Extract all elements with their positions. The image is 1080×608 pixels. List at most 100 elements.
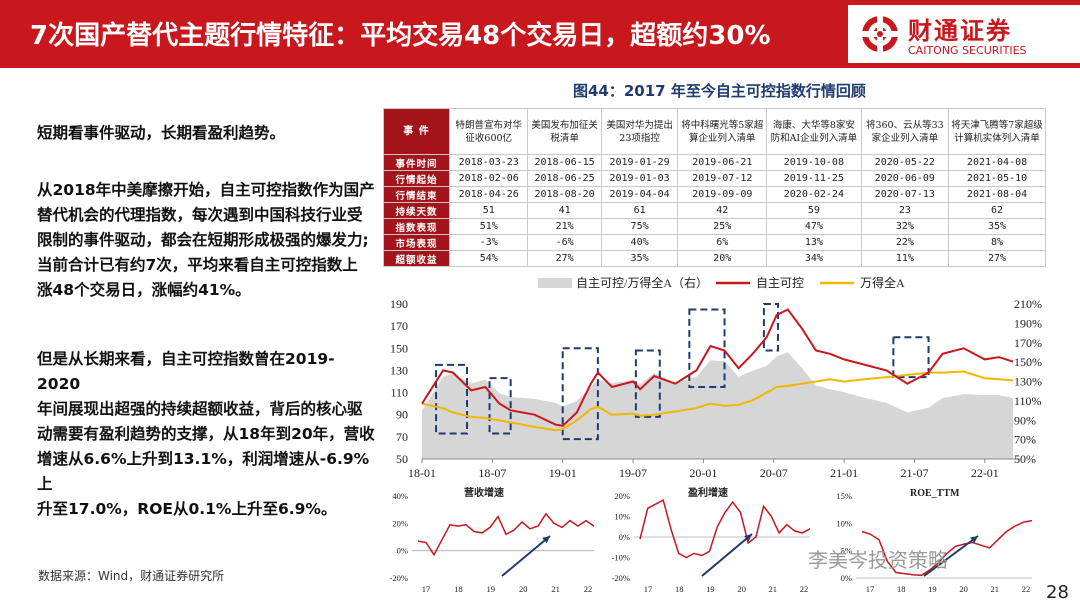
table-cell: 51 bbox=[448, 202, 529, 219]
table-cell: 13% bbox=[766, 234, 862, 251]
y-right-tick-label: 70% bbox=[1014, 433, 1036, 447]
x-tick-label: 21-01 bbox=[830, 466, 858, 480]
text-line: 升至17.0%，ROE从0.1%上升至6.9%。 bbox=[37, 500, 337, 518]
y-tick-label: 0% bbox=[841, 573, 852, 583]
x-tick-label: 22 bbox=[1022, 584, 1031, 594]
table-cell: 2019-01-29 bbox=[600, 154, 679, 171]
paragraph-events: 从2018年中美摩擦开始，自主可控指数作为国产 替代机会的代理指数，每次遇到中国… bbox=[37, 178, 377, 303]
y-left-tick-label: 70 bbox=[396, 430, 408, 444]
paragraph-summary: 短期看事件驱动，长期看盈利趋势。 bbox=[37, 121, 377, 146]
trend-arrowhead-icon bbox=[744, 534, 752, 542]
event-window-box bbox=[435, 363, 469, 435]
x-tick-label: 18 bbox=[454, 584, 463, 594]
y-tick-label: -20% bbox=[612, 573, 630, 583]
x-tick-label: 21 bbox=[769, 584, 778, 594]
figure-title: 图44：2017 年至今自主可控指数行情回顾 bbox=[573, 82, 866, 100]
table-cell: 21% bbox=[527, 218, 602, 235]
y-right-tick-label: 90% bbox=[1014, 413, 1036, 427]
table-cell: 61 bbox=[600, 202, 679, 219]
text-line: 从2018年中美摩擦开始，自主可控指数作为国产 bbox=[37, 181, 375, 199]
table-cell: -6% bbox=[527, 234, 602, 251]
event-window-box bbox=[892, 336, 930, 379]
x-tick-label: 19-07 bbox=[619, 466, 647, 480]
logo-text-en: CAITONG SECURITIES bbox=[908, 44, 1027, 57]
x-tick-label: 19 bbox=[487, 584, 496, 594]
table-row: 事 件 特朗普宣布对华征收600亿 美国发布加征关税清单 美国对华为提出23项指… bbox=[383, 108, 1046, 155]
table-cell: 特朗普宣布对华征收600亿 bbox=[448, 108, 529, 155]
x-tick-label: 20 bbox=[737, 584, 746, 594]
table-cell: 2019-01-03 bbox=[600, 170, 679, 187]
mini-chart-title: 盈利增速 bbox=[687, 486, 728, 499]
table-cell: 47% bbox=[766, 218, 862, 235]
company-logo: 财通证券 CAITONG SECURITIES bbox=[848, 5, 1080, 63]
x-tick-label: 21 bbox=[551, 584, 560, 594]
x-tick-label: 17 bbox=[866, 584, 875, 594]
x-tick-label: 18 bbox=[897, 584, 906, 594]
table-cell: 2019-04-04 bbox=[600, 186, 679, 203]
row-header: 事件时间 bbox=[383, 154, 450, 171]
table-cell: 美国对华为提出23项指控 bbox=[600, 108, 679, 155]
trend-arrowhead-icon bbox=[542, 536, 550, 544]
table-cell: 41 bbox=[527, 202, 602, 219]
table-cell: 35% bbox=[948, 218, 1046, 235]
x-tick-label: 19 bbox=[928, 584, 937, 594]
trend-arrow-icon bbox=[923, 535, 979, 577]
y-right-tick-label: 170% bbox=[1014, 336, 1042, 350]
table-cell: 2018-08-20 bbox=[527, 186, 602, 203]
x-tick-label: 19 bbox=[706, 584, 715, 594]
table-cell: 2019-06-21 bbox=[677, 154, 768, 171]
profit-growth-chart: -20% -10% 0% 10% 20% 17 18 19 20 21 22 盈利增速 bbox=[612, 486, 811, 594]
table-cell: 2019-07-12 bbox=[677, 170, 768, 187]
trend-arrow-icon bbox=[501, 535, 551, 577]
y-right-tick-label: 50% bbox=[1014, 452, 1036, 466]
table-cell: -3% bbox=[448, 234, 529, 251]
y-left-tick-label: 150 bbox=[390, 341, 408, 355]
x-tick-label: 17 bbox=[644, 584, 653, 594]
table-cell: 54% bbox=[448, 250, 529, 267]
table-cell: 2019-11-25 bbox=[766, 170, 862, 187]
table-cell: 40% bbox=[600, 234, 679, 251]
table-cell: 2018-06-25 bbox=[527, 170, 602, 187]
row-header: 行情起始 bbox=[383, 170, 450, 187]
x-tick-label: 20-01 bbox=[689, 466, 717, 480]
legend-label: 自主可控 bbox=[756, 276, 804, 290]
y-right-tick-label: 210% bbox=[1014, 297, 1042, 311]
y-tick-label: 40% bbox=[392, 491, 408, 501]
table-cell: 2018-02-06 bbox=[448, 170, 529, 187]
y-tick-label: 15% bbox=[836, 491, 852, 501]
y-left-tick-label: 110 bbox=[390, 386, 408, 400]
trend-arrow-icon bbox=[701, 533, 753, 577]
trend-arrowhead-icon bbox=[970, 536, 978, 544]
event-window-box bbox=[488, 377, 512, 435]
paragraph-longterm: 但是从长期来看，自主可控指数曾在2019-2020 年间展现出超强的持续超额收益… bbox=[37, 347, 377, 522]
y-tick-label: -10% bbox=[612, 553, 630, 563]
table-cell: 20% bbox=[677, 250, 768, 267]
row-header: 行情结束 bbox=[383, 186, 450, 203]
y-left-tick-label: 170 bbox=[390, 319, 408, 333]
metric-line-series bbox=[861, 519, 1033, 577]
event-window-box bbox=[561, 347, 599, 441]
row-header: 市场表现 bbox=[383, 234, 450, 251]
y-right-tick-label: 190% bbox=[1014, 316, 1042, 330]
y-tick-label: 0% bbox=[397, 546, 408, 556]
y-tick-label: 20% bbox=[614, 491, 630, 501]
table-row: 行情结束 2018-04-26 2018-08-20 2019-04-04 20… bbox=[383, 186, 1046, 203]
table-cell: 海康、大华等8家安防和AI企业列入清单 bbox=[766, 108, 862, 155]
x-tick-label: 20-07 bbox=[760, 466, 788, 480]
event-window-box bbox=[762, 303, 779, 352]
row-header: 持续天数 bbox=[383, 202, 450, 219]
x-tick-label: 21 bbox=[991, 584, 1000, 594]
events-table: 事 件 特朗普宣布对华征收600亿 美国发布加征关税清单 美国对华为提出23项指… bbox=[383, 108, 1046, 267]
table-row: 事件时间 2018-03-23 2018-06-15 2019-01-29 20… bbox=[383, 154, 1046, 171]
text-line: 年间展现出超强的持续超额收益，背后的核心驱 bbox=[37, 400, 363, 418]
legend-swatch-area bbox=[538, 278, 572, 288]
table-row: 持续天数 51 41 61 42 59 23 62 bbox=[383, 202, 1046, 219]
y-right-tick-label: 150% bbox=[1014, 355, 1042, 369]
table-cell: 32% bbox=[860, 218, 950, 235]
slide-title: 7次国产替代主题行情特征：平均交易48个交易日，超额约30% bbox=[30, 21, 771, 51]
revenue-growth-chart: -20% 0% 20% 40% 17 18 19 20 21 22 营收增速 bbox=[390, 486, 595, 594]
table-cell: 2019-10-08 bbox=[766, 154, 862, 171]
summary-line: 短期看事件驱动，长期看盈利趋势。 bbox=[37, 124, 286, 142]
table-cell: 2020-06-09 bbox=[860, 170, 950, 187]
x-tick-label: 20 bbox=[519, 584, 528, 594]
